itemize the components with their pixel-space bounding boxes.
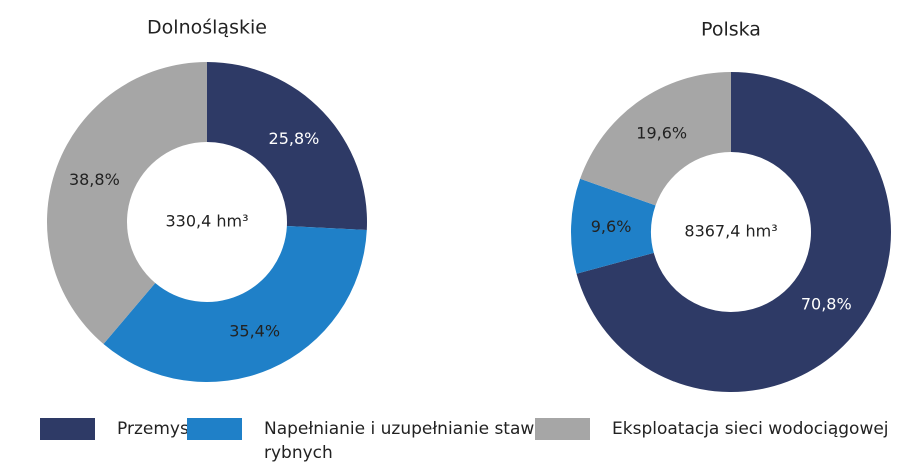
donut-segment xyxy=(570,178,656,274)
donut-segment xyxy=(207,62,367,231)
data-label: 38,8% xyxy=(69,170,120,189)
legend-label: Eksploatacja sieci wodociągowej xyxy=(612,419,889,439)
legend-swatch xyxy=(187,418,242,440)
data-label: 19,6% xyxy=(636,124,687,143)
center-label: 330,4 hm³ xyxy=(165,212,248,231)
chart: Dolnośląskie 25,8% 35,4% 38,8% 330,4 hm³ Pols… xyxy=(47,17,891,393)
donut-segment xyxy=(103,226,367,382)
center-label: 8367,4 hm³ xyxy=(684,222,777,241)
data-label: 35,4% xyxy=(229,322,280,341)
chart-title: Dolnośląskie xyxy=(147,17,267,39)
legend-item: Przemysł xyxy=(40,418,242,441)
donut-segment xyxy=(576,72,891,393)
legend-swatch xyxy=(535,418,590,440)
donut-segment xyxy=(47,62,207,344)
legend-item: Eksploatacja sieci wodociągowej xyxy=(535,418,923,441)
legend-label: Napełnianie i uzupełnianie stawów rybnyc… xyxy=(264,419,559,463)
legend-label: Przemysł xyxy=(117,419,194,439)
donut-segment xyxy=(580,72,731,206)
data-label: 25,8% xyxy=(269,129,320,148)
legend-swatch xyxy=(40,418,95,440)
chart-title: Polska xyxy=(701,19,761,41)
data-label: 9,6% xyxy=(591,217,632,236)
data-label: 70,8% xyxy=(801,294,852,313)
legend-item: Napełnianie i uzupełnianie stawów rybnyc… xyxy=(187,418,564,465)
